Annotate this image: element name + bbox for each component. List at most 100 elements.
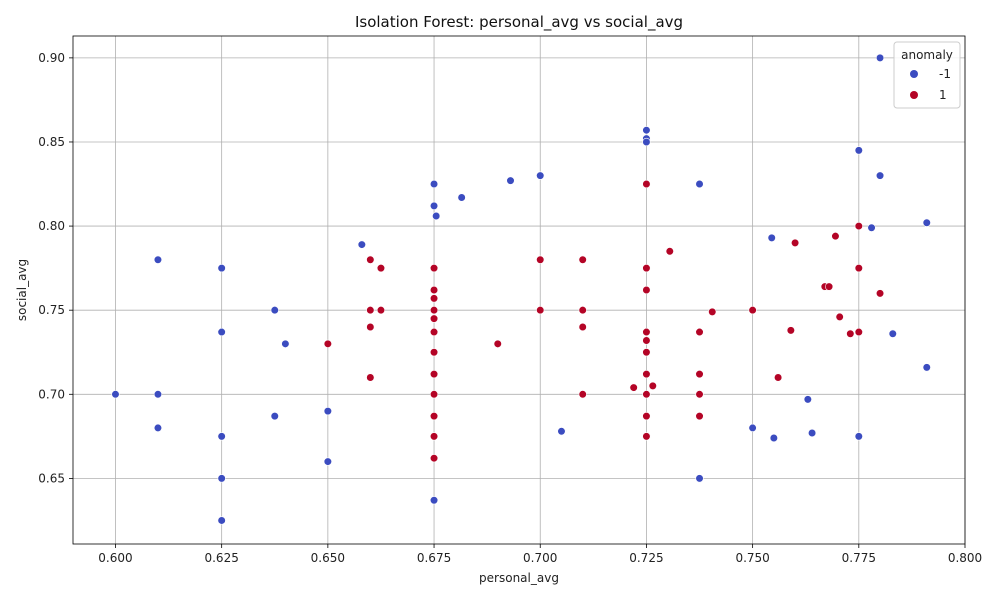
normal-point bbox=[578, 306, 587, 315]
anomaly-point bbox=[875, 53, 885, 62]
normal-point bbox=[429, 432, 439, 441]
normal-point bbox=[642, 432, 651, 441]
anomaly-point bbox=[281, 339, 290, 348]
anomaly-point bbox=[767, 233, 776, 242]
normal-point bbox=[429, 306, 439, 315]
anomaly-point bbox=[748, 423, 757, 433]
anomaly-point bbox=[875, 171, 885, 180]
normal-point bbox=[536, 255, 545, 264]
normal-point bbox=[824, 282, 834, 291]
normal-point bbox=[774, 373, 783, 382]
x-tick-label: 0.775 bbox=[842, 551, 876, 565]
anomaly-point bbox=[803, 395, 812, 404]
anomaly-point bbox=[323, 457, 332, 466]
anomaly-point bbox=[854, 432, 863, 441]
x-tick-label: 0.700 bbox=[523, 551, 557, 565]
normal-point bbox=[629, 383, 638, 392]
normal-point bbox=[578, 390, 587, 399]
normal-point bbox=[429, 370, 439, 379]
normal-point bbox=[642, 390, 651, 399]
normal-point bbox=[786, 326, 795, 335]
anomaly-point bbox=[217, 474, 226, 483]
anomaly-point bbox=[429, 496, 439, 505]
legend: anomaly -1 1 bbox=[893, 41, 961, 109]
normal-point bbox=[429, 294, 439, 303]
normal-point bbox=[429, 264, 439, 273]
normal-point bbox=[642, 264, 651, 273]
normal-point bbox=[831, 232, 840, 241]
anomaly-point bbox=[153, 390, 163, 399]
normal-point bbox=[429, 327, 439, 337]
normal-point bbox=[376, 264, 386, 273]
normal-point bbox=[665, 247, 674, 256]
anomaly-point bbox=[888, 329, 897, 338]
normal-point bbox=[366, 255, 375, 264]
anomaly-point bbox=[536, 171, 545, 180]
anomaly-point bbox=[642, 137, 651, 147]
x-tick-label: 0.625 bbox=[204, 551, 238, 565]
axis-ticks: 0.600 0.625 0.650 0.675 0.700 0.725 0.750 0.775… bbox=[38, 51, 982, 565]
y-tick-label: 0.75 bbox=[38, 303, 65, 317]
anomaly-point bbox=[153, 423, 163, 433]
normal-point bbox=[429, 454, 439, 463]
normal-point bbox=[854, 327, 863, 337]
anomaly-point bbox=[217, 516, 226, 525]
anomaly-point bbox=[429, 201, 439, 210]
normal-point bbox=[642, 370, 651, 379]
legend-marker-minus-one bbox=[910, 70, 918, 78]
legend-title: anomaly bbox=[901, 48, 953, 62]
normal-point bbox=[578, 255, 587, 264]
x-tick-label: 0.650 bbox=[311, 551, 345, 565]
normal-point bbox=[695, 370, 704, 379]
normal-point bbox=[642, 412, 651, 421]
normal-point bbox=[642, 285, 651, 295]
anomaly-point bbox=[922, 363, 931, 372]
anomaly-point bbox=[429, 179, 439, 189]
anomaly-point bbox=[270, 306, 279, 315]
x-tick-label: 0.800 bbox=[948, 551, 982, 565]
normal-point bbox=[708, 307, 717, 316]
normal-point bbox=[854, 264, 863, 273]
normal-point bbox=[429, 285, 439, 295]
y-axis-label: social_avg bbox=[15, 259, 29, 321]
normal-point bbox=[648, 381, 657, 390]
normal-point bbox=[642, 336, 651, 345]
anomaly-point bbox=[695, 474, 704, 483]
normal-point bbox=[642, 348, 651, 357]
normal-point bbox=[429, 348, 439, 357]
normal-point bbox=[790, 238, 800, 248]
normal-point bbox=[875, 289, 885, 298]
anomaly-point bbox=[557, 427, 566, 436]
x-axis-label: personal_avg bbox=[479, 571, 559, 585]
normal-point bbox=[429, 412, 439, 421]
data-points bbox=[111, 53, 931, 525]
normal-point bbox=[493, 339, 502, 348]
legend-box bbox=[893, 41, 961, 109]
normal-point bbox=[642, 327, 651, 337]
normal-point bbox=[846, 329, 855, 338]
normal-point bbox=[366, 306, 375, 315]
anomaly-point bbox=[217, 264, 226, 273]
plot-frame bbox=[72, 35, 966, 545]
normal-point bbox=[695, 412, 704, 421]
x-tick-label: 0.675 bbox=[417, 551, 451, 565]
y-tick-label: 0.85 bbox=[38, 135, 65, 149]
x-tick-label: 0.725 bbox=[629, 551, 663, 565]
normal-point bbox=[366, 322, 375, 332]
anomaly-point bbox=[695, 179, 704, 189]
anomaly-point bbox=[357, 240, 366, 249]
normal-point bbox=[323, 339, 332, 348]
anomaly-point bbox=[270, 412, 279, 421]
normal-point bbox=[376, 306, 386, 315]
y-tick-label: 0.90 bbox=[38, 51, 65, 65]
anomaly-point bbox=[769, 433, 778, 443]
y-tick-label: 0.80 bbox=[38, 219, 65, 233]
normal-point bbox=[429, 390, 439, 399]
anomaly-point bbox=[506, 176, 515, 185]
normal-point bbox=[854, 221, 863, 231]
normal-point bbox=[366, 373, 375, 382]
anomaly-point bbox=[854, 146, 863, 155]
anomaly-point bbox=[432, 211, 441, 221]
normal-point bbox=[835, 312, 844, 322]
